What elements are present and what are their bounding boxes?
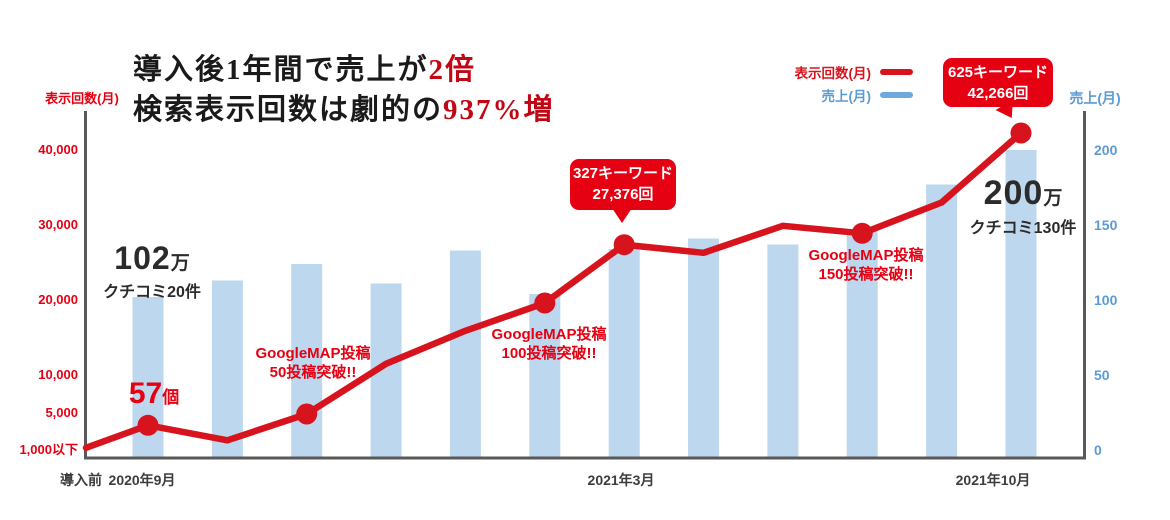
googlemap-100-line2: 100投稿突破!! — [501, 344, 597, 362]
legend-label-impressions: 表示回数(月) — [794, 66, 872, 81]
annotation-googlemap-150: GoogleMAP投稿 150投稿突破!! — [809, 247, 924, 284]
x-tick-label: 導入前 — [60, 472, 102, 488]
annotation-googlemap-50: GoogleMAP投稿 50投稿突破!! — [256, 345, 371, 382]
sales-end-number: 200 — [983, 174, 1044, 212]
y-right-tick-label: 150 — [1094, 217, 1118, 233]
badge-october-line2: 42,266回 — [967, 85, 1029, 102]
y-left-tick-label: 30,000 — [38, 217, 78, 232]
legend-item-impressions: 表示回数(月) — [640, 63, 913, 81]
legend: 表示回数(月) 売上(月) — [640, 63, 913, 109]
title-accent-2x: 2倍 — [428, 54, 477, 86]
page-title-line2: 検索表示回数は劇的の937%増 — [133, 90, 555, 130]
annotation-sales-start-sub: クチコミ20件 — [103, 284, 201, 301]
sales-bar — [608, 249, 640, 458]
title-text-2: 検索表示回数は劇的の — [133, 94, 444, 126]
y-right-axis-title: 売上(月) — [1069, 90, 1121, 106]
sales-line-swatch — [880, 92, 913, 98]
annotation-sales-end-value: 200万 — [970, 174, 1077, 213]
sales-end-unit: 万 — [1043, 188, 1063, 209]
legend-label-sales: 売上(月) — [821, 89, 872, 104]
impressions-dot — [851, 222, 873, 244]
impressions-dot — [137, 414, 159, 436]
annotation-sales-start: 102万 クチコミ20件 — [103, 240, 201, 302]
sales-bar — [846, 231, 878, 458]
annotation-googlemap-100: GoogleMAP投稿 100投稿突破!! — [492, 326, 607, 363]
badge-march-line2: 27,376回 — [592, 186, 654, 203]
impressions-dot — [296, 403, 318, 425]
googlemap-100-line1: GoogleMAP投稿 — [491, 326, 607, 343]
y-left-tick-label: 1,000以下 — [19, 442, 78, 457]
y-left-tick-label: 20,000 — [38, 292, 78, 307]
annotation-sales-end: 200万 クチコミ130件 — [970, 174, 1077, 238]
keywords-57-number: 57 — [128, 377, 163, 410]
y-left-axis-title: 表示回数(月) — [45, 91, 119, 106]
callout-badge-october: 625キーワード 42,266回 — [943, 58, 1053, 107]
googlemap-150-line2: 150投稿突破!! — [818, 265, 914, 283]
sales-bar — [449, 250, 481, 458]
annotation-sales-start-value: 102万 — [103, 240, 201, 277]
y-left-tick-label: 5,000 — [45, 405, 78, 420]
keywords-57-unit: 個 — [162, 388, 180, 407]
y-right-tick-label: 100 — [1094, 292, 1118, 308]
page-title-line1: 導入後1年間で売上が2倍 — [133, 50, 555, 90]
sales-bar — [291, 264, 323, 458]
impressions-dot — [1010, 122, 1032, 144]
title-text-1: 導入後1年間で売上が — [133, 54, 429, 86]
y-left-tick-label: 40,000 — [38, 142, 78, 157]
googlemap-50-line1: GoogleMAP投稿 — [255, 345, 371, 362]
sales-start-number: 102 — [114, 240, 171, 276]
googlemap-50-line2: 50投稿突破!! — [269, 363, 357, 381]
sales-bar — [1005, 150, 1037, 458]
sales-start-unit: 万 — [170, 253, 190, 274]
sales-bar — [688, 238, 719, 458]
x-tick-label: 2021年10月 — [955, 472, 1031, 488]
callout-badge-march: 327キーワード 27,376回 — [570, 159, 676, 223]
title-accent-937: 937%増 — [443, 94, 555, 126]
y-right-tick-label: 200 — [1094, 142, 1118, 158]
impressions-dot — [613, 234, 635, 256]
y-right-tick-label: 0 — [1094, 442, 1102, 458]
annotation-keywords-57: 57個 — [129, 377, 179, 411]
googlemap-150-line1: GoogleMAP投稿 — [808, 247, 924, 264]
badge-october-line1: 625キーワード — [947, 64, 1049, 81]
y-left-tick-label: 10,000 — [38, 367, 78, 382]
badge-march-line1: 327キーワード — [572, 165, 674, 182]
legend-item-sales: 売上(月) — [640, 86, 913, 104]
sales-bar — [211, 280, 243, 458]
y-right-tick-label: 50 — [1094, 367, 1110, 383]
sales-bar — [767, 244, 799, 458]
annotation-sales-end-sub: クチコミ130件 — [969, 220, 1077, 237]
x-tick-label: 2020年9月 — [108, 472, 176, 488]
page-title: 導入後1年間で売上が2倍 検索表示回数は劇的の937%増 — [133, 50, 555, 130]
impressions-line-swatch — [880, 69, 913, 75]
sales-bar — [926, 184, 958, 458]
sales-bar — [529, 294, 561, 458]
x-tick-label: 2021年3月 — [587, 472, 655, 488]
impressions-dot — [534, 292, 556, 314]
